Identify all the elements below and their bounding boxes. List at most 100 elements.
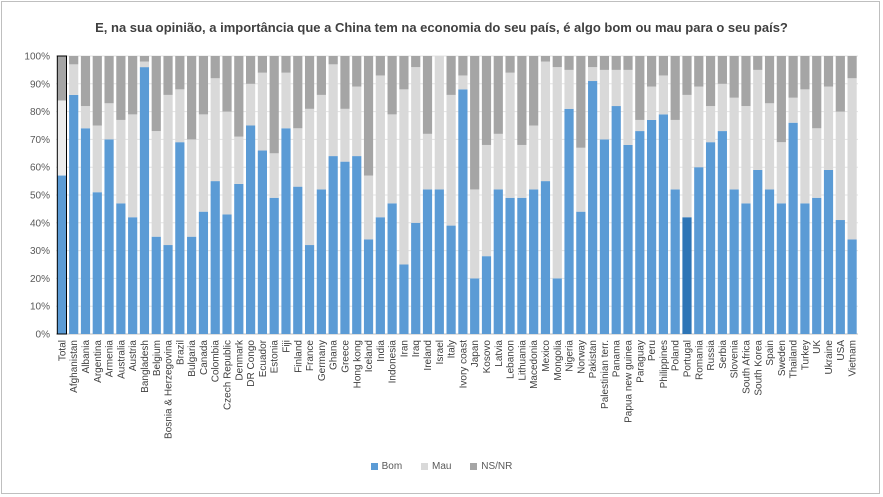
- bar-nsnr-segment: [198, 56, 209, 115]
- bar-nsnr-segment: [800, 56, 810, 90]
- bar-nsnr-segment: [104, 56, 114, 104]
- bar-mau-segment: [694, 86, 704, 168]
- x-tick-label: Thailand: [789, 340, 800, 378]
- bar-nsnr-segment: [717, 56, 727, 84]
- bar-mau-segment: [352, 86, 362, 157]
- x-tick-label: Sweden: [777, 340, 788, 376]
- x-tick-label: Philippines: [659, 340, 670, 388]
- bar-nsnr-segment: [375, 56, 385, 76]
- bar-bom-segment: [658, 114, 668, 334]
- y-tick-label: 100%: [24, 52, 50, 63]
- bar-nsnr-segment: [399, 56, 409, 90]
- x-tick-label: Colombia: [211, 340, 222, 383]
- bar-mau-segment: [57, 100, 67, 176]
- bar-bom-segment: [411, 222, 421, 334]
- bar-mau-segment: [257, 72, 267, 151]
- bar-nsnr-segment: [281, 56, 291, 73]
- bar-mau-segment: [588, 67, 598, 82]
- bar-bom-segment: [293, 186, 303, 334]
- bar-bom-segment: [92, 192, 102, 334]
- bar-bom-segment: [812, 197, 822, 334]
- bar-bom-segment: [281, 128, 291, 334]
- bar-nsnr-segment: [788, 56, 798, 98]
- bar-nsnr-segment: [151, 56, 161, 132]
- x-tick-label: Poland: [671, 340, 682, 371]
- bar-mau-segment: [222, 111, 232, 215]
- bar-nsnr-segment: [187, 56, 197, 140]
- bar-bom-segment: [352, 156, 362, 334]
- bar-bom-segment: [823, 169, 834, 334]
- bar-bom-segment: [363, 239, 374, 334]
- bar-bom-segment: [505, 197, 515, 334]
- bar-bom-segment: [694, 167, 704, 334]
- bar-bom-segment: [623, 144, 633, 334]
- bar-bom-segment: [835, 220, 845, 334]
- bar-bom-segment: [210, 181, 220, 334]
- x-tick-label: Iceland: [364, 340, 375, 372]
- bar-bom-segment: [717, 131, 727, 334]
- bar-bom-segment: [151, 236, 161, 334]
- bar-bom-segment: [175, 142, 185, 334]
- bar-nsnr-segment: [823, 56, 834, 87]
- bar-bom-segment: [304, 245, 315, 334]
- bar-nsnr-segment: [411, 56, 421, 68]
- bar-nsnr-segment: [316, 56, 326, 95]
- y-tick-label: 50%: [30, 191, 50, 202]
- bar-nsnr-segment: [222, 56, 232, 112]
- legend-label-bom: Bom: [381, 461, 403, 472]
- x-tick-label: Armenia: [105, 340, 116, 378]
- bar-bom-segment: [564, 108, 574, 334]
- bar-nsnr-segment: [422, 56, 433, 134]
- bar-bom-segment: [128, 217, 138, 334]
- x-tick-label: Spain: [765, 340, 776, 366]
- x-tick-label: Israel: [435, 340, 446, 364]
- bar-mau-segment: [234, 136, 244, 184]
- x-tick-label: Panama: [612, 340, 623, 378]
- legend: Bom Mau NS/NR: [0, 461, 883, 473]
- x-tick-label: Norway: [576, 340, 587, 374]
- legend-label-nsnr: NS/NR: [481, 461, 513, 472]
- bar-mau-segment: [812, 128, 822, 198]
- bar-nsnr-segment: [753, 56, 763, 70]
- bar-nsnr-segment: [552, 56, 562, 68]
- y-tick-label: 80%: [30, 107, 50, 118]
- bar-nsnr-segment: [446, 56, 456, 95]
- x-tick-label: Indonesia: [388, 340, 399, 384]
- bar-nsnr-segment: [340, 56, 350, 109]
- legend-swatch-bom: [370, 463, 378, 470]
- bar-bom-segment: [340, 161, 350, 334]
- x-tick-label: Ghana: [329, 340, 340, 370]
- bar-nsnr-segment: [529, 56, 539, 126]
- x-tick-label: Slovenia: [730, 340, 741, 379]
- bar-mau-segment: [104, 103, 114, 140]
- bar-bom-segment: [670, 189, 680, 334]
- bar-nsnr-segment: [128, 56, 138, 115]
- bar-mau-segment: [753, 69, 763, 170]
- x-tick-label: Macedonia: [529, 340, 540, 389]
- bar-mau-segment: [611, 69, 621, 107]
- bar-bom-segment: [764, 189, 775, 334]
- bar-mau-segment: [717, 83, 727, 132]
- bar-mau-segment: [175, 89, 185, 143]
- x-tick-label: Iraq: [411, 340, 422, 357]
- legend-swatch-mau: [420, 463, 428, 470]
- bar-mau-segment: [540, 61, 551, 182]
- bar-bom-segment: [446, 225, 456, 334]
- y-tick-label: 60%: [30, 163, 50, 174]
- y-tick-label: 20%: [30, 274, 50, 285]
- x-tick-label: Mexico: [541, 340, 552, 372]
- bar-mau-segment: [623, 69, 633, 145]
- bar-mau-segment: [529, 125, 539, 190]
- x-tick-label: Australia: [116, 340, 127, 379]
- bar-mau-segment: [446, 94, 456, 226]
- x-tick-label: Fiji: [281, 340, 292, 353]
- bar-mau-segment: [458, 75, 468, 90]
- bar-nsnr-segment: [588, 56, 598, 68]
- bar-mau-segment: [658, 75, 668, 115]
- total-bar-outline: [56, 55, 67, 335]
- bar-nsnr-segment: [741, 56, 751, 107]
- x-tick-label: Lebanon: [506, 340, 517, 379]
- bar-mau-segment: [328, 64, 338, 157]
- bar-nsnr-segment: [304, 56, 315, 109]
- bar-mau-segment: [422, 133, 433, 190]
